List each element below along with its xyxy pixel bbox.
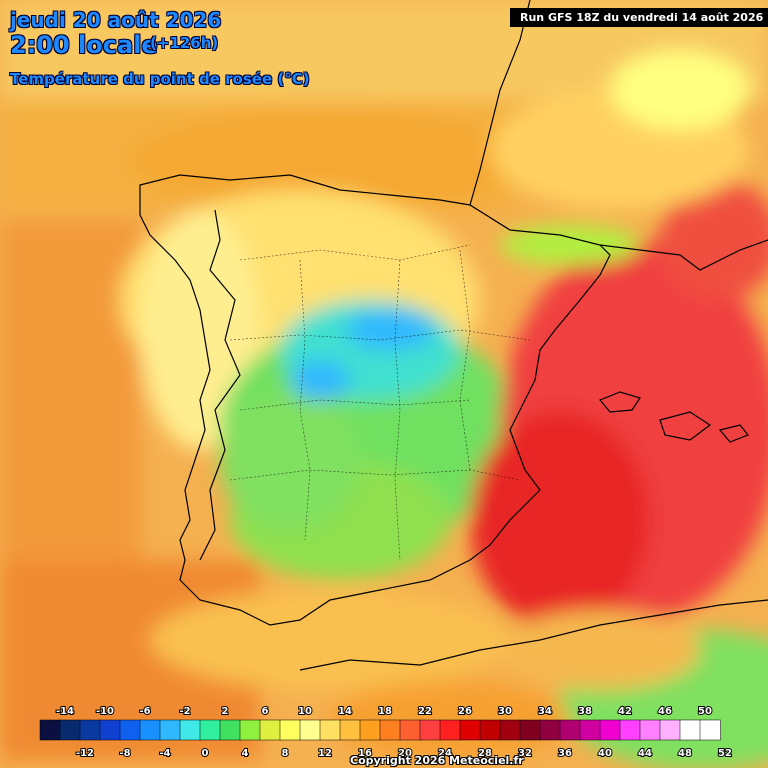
legend-swatch	[439, 719, 461, 741]
legend-swatch	[639, 719, 661, 741]
legend-tick-label-bottom: 40	[598, 748, 612, 759]
legend-swatch	[419, 719, 441, 741]
legend-swatch	[699, 719, 721, 741]
legend-swatch	[579, 719, 601, 741]
legend-tick-label-bottom: -8	[119, 748, 130, 759]
admin-borders	[229, 244, 531, 561]
legend-swatch	[399, 719, 421, 741]
legend-tick-label-top: 34	[538, 706, 552, 717]
legend-swatch	[619, 719, 641, 741]
legend-swatch	[659, 719, 681, 741]
color-legend: -14 -10 -6 -2 2 6 10 14 18 22 26 30 34 38 42 46 50 -12 -8…	[39, 705, 733, 760]
coastlines	[139, 0, 768, 671]
legend-swatch	[319, 719, 341, 741]
legend-tick-label-top: 42	[618, 706, 632, 717]
legend-tick-label-bottom: 16	[358, 748, 372, 759]
forecast-lead-time: (+126h)	[150, 34, 219, 52]
legend-tick-label-bottom: 36	[558, 748, 572, 759]
legend-swatch	[259, 719, 281, 741]
legend-swatch	[199, 719, 221, 741]
legend-swatch	[79, 719, 101, 741]
legend-tick-label-top: -6	[139, 706, 150, 717]
legend-tick-label-bottom: 12	[318, 748, 332, 759]
legend-color-bar	[39, 719, 721, 741]
legend-swatch	[219, 719, 241, 741]
legend-tick-label-top: 14	[338, 706, 352, 717]
legend-tick-label-top: 18	[378, 706, 392, 717]
legend-tick-label-bottom: 0	[202, 748, 209, 759]
legend-tick-label-bottom: -12	[76, 748, 94, 759]
legend-swatch	[379, 719, 401, 741]
legend-tick-label-bottom: 32	[518, 748, 532, 759]
legend-tick-label-bottom: -4	[159, 748, 170, 759]
legend-tick-label-top: -10	[96, 706, 114, 717]
legend-swatch	[179, 719, 201, 741]
legend-tick-label-top: 6	[262, 706, 269, 717]
legend-tick-label-bottom: 48	[678, 748, 692, 759]
legend-swatch	[339, 719, 361, 741]
parameter-title: Température du point de rosée (°C)	[10, 70, 310, 88]
legend-swatch	[499, 719, 521, 741]
legend-tick-label-bottom: 8	[282, 748, 289, 759]
legend-tick-label-bottom: 52	[718, 748, 732, 759]
copyright-notice: Copyright 2026 Meteociel.fr	[350, 754, 524, 767]
legend-tick-label-bottom: 44	[638, 748, 652, 759]
legend-tick-label-top: 2	[222, 706, 229, 717]
legend-swatch	[239, 719, 261, 741]
legend-bottom-labels: -12 -8 -4 0 4 8 12 16 20 24 28 32 36 40 44 48 52	[75, 747, 733, 760]
legend-swatch	[279, 719, 301, 741]
legend-tick-label-bottom: 4	[242, 748, 249, 759]
legend-swatch	[479, 719, 501, 741]
legend-tick-label-top: 38	[578, 706, 592, 717]
legend-swatch	[359, 719, 381, 741]
legend-swatch	[39, 719, 61, 741]
forecast-date: jeudi 20 août 2026	[10, 8, 222, 32]
legend-swatch	[539, 719, 561, 741]
legend-tick-label-top: 46	[658, 706, 672, 717]
forecast-time: 2:00 locale	[10, 31, 158, 59]
legend-tick-label-top: 50	[698, 706, 712, 717]
legend-tick-label-top: 10	[298, 706, 312, 717]
legend-tick-label-top: 30	[498, 706, 512, 717]
legend-swatch	[139, 719, 161, 741]
legend-tick-label-bottom: 28	[478, 748, 492, 759]
legend-swatch	[599, 719, 621, 741]
legend-swatch	[119, 719, 141, 741]
legend-swatch	[99, 719, 121, 741]
legend-tick-label-top: -2	[179, 706, 190, 717]
legend-tick-label-top: 26	[458, 706, 472, 717]
legend-swatch	[559, 719, 581, 741]
legend-swatch	[519, 719, 541, 741]
legend-tick-label-bottom: 20	[398, 748, 412, 759]
legend-tick-label-top: 22	[418, 706, 432, 717]
legend-swatch	[299, 719, 321, 741]
legend-tick-label-top: -14	[56, 706, 74, 717]
legend-swatch	[459, 719, 481, 741]
legend-tick-label-bottom: 24	[438, 748, 452, 759]
legend-swatch	[679, 719, 701, 741]
legend-swatch	[159, 719, 181, 741]
legend-top-labels: -14 -10 -6 -2 2 6 10 14 18 22 26 30 34 38 42 46 50	[55, 705, 713, 718]
legend-swatch	[59, 719, 81, 741]
model-run-label: Run GFS 18Z du vendredi 14 août 2026	[510, 8, 768, 27]
